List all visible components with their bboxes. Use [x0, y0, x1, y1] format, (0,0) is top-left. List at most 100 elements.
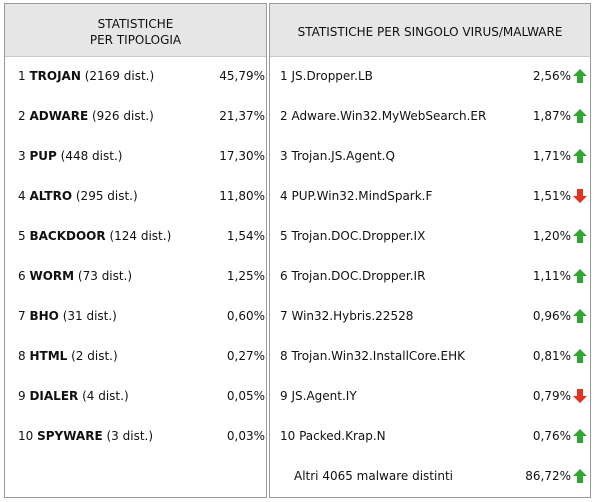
percent: 0,76% — [532, 429, 571, 443]
percent: 45,79% — [219, 69, 265, 83]
rank: 5 — [280, 229, 288, 243]
trend-arrow — [573, 309, 587, 323]
malware-row: 7 Win32.Hybris.22528 — [280, 308, 413, 324]
dist-count: (124 dist.) — [109, 229, 172, 243]
trend-arrow — [573, 469, 587, 483]
trend-arrow — [573, 149, 587, 163]
percent: 86,72% — [525, 469, 571, 483]
right-panel: STATISTICHE PER SINGOLO VIRUS/MALWARE 1 … — [269, 3, 591, 498]
malware-row: 3 Trojan.JS.Agent.Q — [280, 148, 395, 164]
malware-name: Trojan.DOC.Dropper.IR — [291, 269, 426, 283]
rank: 2 — [280, 109, 288, 123]
malware-row: 5 Trojan.DOC.Dropper.IX — [280, 228, 425, 244]
rank: 9 — [18, 389, 26, 403]
left-header: STATISTICHE PER TIPOLOGIA — [5, 4, 266, 57]
type-row: 3 PUP (448 dist.) — [18, 148, 122, 164]
percent: 0,60% — [226, 309, 265, 323]
type-name: PUP — [29, 149, 57, 163]
type-name: BACKDOOR — [29, 229, 106, 243]
malware-name: Trojan.DOC.Dropper.IX — [291, 229, 426, 243]
rank: 8 — [18, 349, 26, 363]
dist-count: (295 dist.) — [75, 189, 138, 203]
rank: 6 — [280, 269, 288, 283]
percent: 21,37% — [219, 109, 265, 123]
dist-count: (4 dist.) — [82, 389, 129, 403]
rank: 8 — [280, 349, 288, 363]
malware-row: 2 Adware.Win32.MyWebSearch.ER — [280, 108, 486, 124]
arrow-shape — [573, 429, 587, 443]
rank: 7 — [280, 309, 288, 323]
type-name: WORM — [29, 269, 75, 283]
trend-arrow — [573, 229, 587, 243]
type-row: 2 ADWARE (926 dist.) — [18, 108, 154, 124]
rank: 10 — [18, 429, 34, 443]
dist-count: (31 dist.) — [62, 309, 117, 323]
trend-arrow — [573, 269, 587, 283]
rank: 7 — [18, 309, 26, 323]
percent: 2,56% — [532, 69, 571, 83]
rank: 9 — [280, 389, 288, 403]
percent: 1,87% — [532, 109, 571, 123]
arrow-shape — [573, 349, 587, 363]
trend-arrow — [573, 189, 587, 203]
malware-name: Trojan.JS.Agent.Q — [291, 149, 395, 163]
malware-name: Win32.Hybris.22528 — [291, 309, 414, 323]
percent: 0,03% — [226, 429, 265, 443]
type-row: 7 BHO (31 dist.) — [18, 308, 117, 324]
type-row: 5 BACKDOOR (124 dist.) — [18, 228, 171, 244]
malware-name: PUP.Win32.MindSpark.F — [291, 189, 433, 203]
rank: 4 — [18, 189, 26, 203]
malware-name: JS.Agent.IY — [291, 389, 357, 403]
arrow-shape — [573, 389, 587, 403]
arrow-shape — [573, 109, 587, 123]
rank: 3 — [18, 149, 26, 163]
percent: 1,51% — [532, 189, 571, 203]
type-name: HTML — [29, 349, 68, 363]
rank: 4 — [280, 189, 288, 203]
type-row: 6 WORM (73 dist.) — [18, 268, 132, 284]
percent: 0,96% — [532, 309, 571, 323]
malware-row: 1 JS.Dropper.LB — [280, 68, 373, 84]
rank: 10 — [280, 429, 296, 443]
right-header: STATISTICHE PER SINGOLO VIRUS/MALWARE — [270, 4, 590, 57]
malware-row: 10 Packed.Krap.N — [280, 428, 386, 444]
dist-count: (73 dist.) — [77, 269, 133, 283]
percent: 0,05% — [226, 389, 265, 403]
percent: 1,71% — [532, 149, 571, 163]
percent: 17,30% — [219, 149, 265, 163]
arrow-shape — [573, 229, 587, 243]
type-name: SPYWARE — [37, 429, 103, 443]
trend-arrow — [573, 349, 587, 363]
percent: 1,25% — [226, 269, 265, 283]
rank: 2 — [18, 109, 26, 123]
rank: 5 — [18, 229, 26, 243]
arrow-shape — [573, 309, 587, 323]
rank: 1 — [280, 69, 288, 83]
type-name: ADWARE — [29, 109, 89, 123]
dist-count: (448 dist.) — [60, 149, 123, 163]
type-row: 9 DIALER (4 dist.) — [18, 388, 129, 404]
header-line: STATISTICHE — [97, 17, 174, 31]
type-name: ALTRO — [29, 189, 73, 203]
trend-arrow — [573, 389, 587, 403]
percent: 0,27% — [226, 349, 265, 363]
type-row: 8 HTML (2 dist.) — [18, 348, 118, 364]
rank: 3 — [280, 149, 288, 163]
rank: 1 — [18, 69, 26, 83]
dist-count: (3 dist.) — [106, 429, 154, 443]
malware-name: Packed.Krap.N — [299, 429, 386, 443]
malware-row: 4 PUP.Win32.MindSpark.F — [280, 188, 432, 204]
type-name: BHO — [29, 309, 59, 323]
percent: 1,20% — [532, 229, 571, 243]
arrow-shape — [573, 269, 587, 283]
arrow-shape — [573, 469, 587, 483]
arrow-shape — [573, 189, 587, 203]
arrow-shape — [573, 69, 587, 83]
rank: 6 — [18, 269, 26, 283]
type-row: 10 SPYWARE (3 dist.) — [18, 428, 153, 444]
header-title: STATISTICHE PER SINGOLO VIRUS/MALWARE — [297, 25, 563, 39]
malware-name: JS.Dropper.LB — [291, 69, 373, 83]
type-name: TROJAN — [29, 69, 81, 83]
type-row: 4 ALTRO (295 dist.) — [18, 188, 138, 204]
